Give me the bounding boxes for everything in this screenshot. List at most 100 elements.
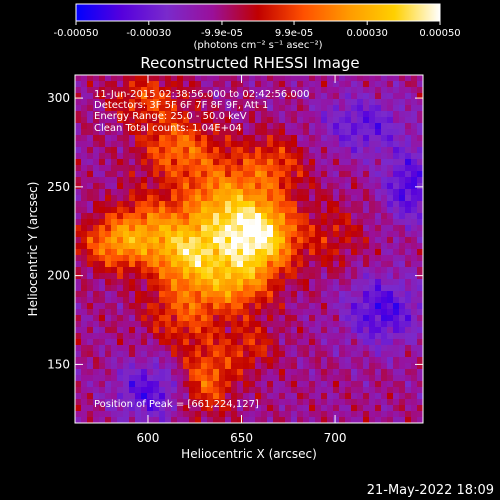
heatmap-cell (285, 99, 292, 106)
heatmap-cell (339, 255, 346, 262)
heatmap-cell (159, 153, 166, 160)
heatmap-cell (159, 291, 166, 298)
heatmap-cell (189, 231, 196, 238)
heatmap-cell (345, 207, 352, 214)
heatmap-cell (99, 201, 106, 208)
heatmap-cell (363, 81, 370, 88)
heatmap-cell (195, 411, 202, 418)
heatmap-cell (201, 111, 208, 118)
heatmap-cell (399, 345, 406, 352)
heatmap-cell (225, 243, 232, 250)
heatmap-cell (393, 165, 400, 172)
heatmap-cell (411, 303, 418, 310)
heatmap-cell (213, 405, 220, 412)
heatmap-cell (273, 75, 280, 82)
heatmap-cell (177, 177, 184, 184)
heatmap-cell (327, 255, 334, 262)
heatmap-cell (177, 99, 184, 106)
heatmap-cell (231, 327, 238, 334)
heatmap-cell (159, 111, 166, 118)
heatmap-cell (333, 357, 340, 364)
heatmap-cell (321, 249, 328, 256)
heatmap-cell (309, 93, 316, 100)
heatmap-cell (165, 189, 172, 196)
heatmap-cell (207, 219, 214, 226)
heatmap-cell (225, 231, 232, 238)
heatmap-cell (189, 219, 196, 226)
heatmap-cell (345, 123, 352, 130)
heatmap-cell (255, 189, 262, 196)
heatmap-cell (177, 195, 184, 202)
heatmap-cell (339, 135, 346, 142)
heatmap-cell (117, 231, 124, 238)
heatmap-cell (375, 213, 382, 220)
heatmap-cell (387, 363, 394, 370)
heatmap-cell (309, 309, 316, 316)
heatmap-cell (123, 297, 130, 304)
heatmap-cell (369, 207, 376, 214)
heatmap-cell (147, 417, 154, 423)
heatmap-cell (141, 285, 148, 292)
heatmap-cell (261, 327, 268, 334)
heatmap-cell (393, 369, 400, 376)
heatmap-cell (147, 93, 154, 100)
heatmap-cell (105, 237, 112, 244)
heatmap-cell (183, 339, 190, 346)
heatmap-cell (339, 129, 346, 136)
heatmap-cell (249, 225, 256, 232)
heatmap-cell (249, 261, 256, 268)
heatmap-cell (171, 123, 178, 130)
heatmap-cell (417, 147, 423, 154)
heatmap-cell (243, 351, 250, 358)
heatmap-cell (111, 411, 118, 418)
heatmap-cell (153, 225, 160, 232)
heatmap-cell (237, 345, 244, 352)
heatmap-cell (291, 345, 298, 352)
heatmap-cell (189, 129, 196, 136)
heatmap-cell (213, 123, 220, 130)
heatmap-cell (405, 123, 412, 130)
heatmap-cell (117, 363, 124, 370)
heatmap-cell (177, 321, 184, 328)
heatmap-cell (315, 405, 322, 412)
heatmap-cell (81, 231, 88, 238)
heatmap-cell (417, 381, 423, 388)
heatmap-cell (189, 297, 196, 304)
heatmap-cell (243, 333, 250, 340)
heatmap-cell (117, 273, 124, 280)
heatmap-cell (291, 117, 298, 124)
heatmap-cell (393, 279, 400, 286)
heatmap-cell (213, 333, 220, 340)
heatmap-cell (381, 207, 388, 214)
heatmap-cell (123, 213, 130, 220)
heatmap-cell (315, 369, 322, 376)
heatmap-cell (135, 219, 142, 226)
heatmap-cell (393, 129, 400, 136)
heatmap-cell (195, 189, 202, 196)
heatmap-cell (327, 225, 334, 232)
heatmap-cell (357, 381, 364, 388)
heatmap-cell (93, 171, 100, 178)
heatmap-cell (201, 225, 208, 232)
heatmap-cell (279, 159, 286, 166)
heatmap-cell (219, 393, 226, 400)
heatmap-cell (279, 351, 286, 358)
heatmap-cell (249, 357, 256, 364)
heatmap-cell (321, 309, 328, 316)
heatmap-cell (285, 129, 292, 136)
heatmap-cell (81, 87, 88, 94)
heatmap-cell (141, 303, 148, 310)
heatmap-cell (327, 399, 334, 406)
heatmap-cell (393, 105, 400, 112)
heatmap-cell (261, 75, 268, 82)
heatmap-cell (135, 411, 142, 418)
heatmap-cell (159, 75, 166, 82)
heatmap-cell (351, 147, 358, 154)
heatmap-cell (387, 99, 394, 106)
heatmap-cell (345, 387, 352, 394)
heatmap-cell (375, 417, 382, 423)
heatmap-cell (141, 333, 148, 340)
heatmap-cell (291, 279, 298, 286)
heatmap-cell (129, 111, 136, 118)
